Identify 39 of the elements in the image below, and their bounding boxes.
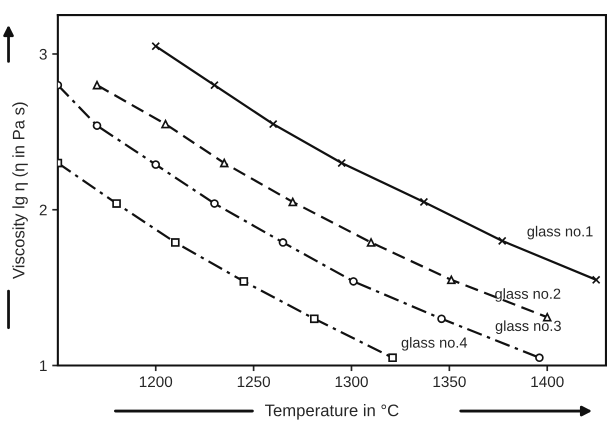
- y-tick-label: 3: [40, 48, 47, 60]
- point: [278, 238, 288, 247]
- x-tick-label: 1350: [434, 376, 466, 388]
- point: [151, 160, 160, 169]
- point: [210, 80, 219, 90]
- point: [171, 238, 180, 247]
- point: [240, 277, 248, 286]
- point: [161, 120, 170, 128]
- point: [388, 353, 397, 362]
- point: [498, 236, 507, 246]
- y-axis-title: Viscosity lg η (η in Pa s): [12, 102, 28, 279]
- point: [288, 198, 298, 206]
- x-tick-label: 1300: [336, 376, 368, 388]
- point: [151, 42, 160, 51]
- y-tick-label: 2: [40, 204, 47, 216]
- point: [310, 314, 319, 324]
- point: [92, 80, 102, 90]
- point: [220, 158, 229, 168]
- series-label: glass no.2: [495, 288, 560, 302]
- point: [268, 120, 278, 128]
- point: [447, 276, 456, 284]
- x-tick-label: 1400: [531, 376, 564, 388]
- x-tick-label: 1200: [140, 376, 172, 388]
- point: [535, 353, 544, 362]
- x-axis-title: Temperature in °C: [265, 404, 399, 420]
- series-label: glass no.3: [496, 320, 561, 334]
- point: [437, 314, 446, 324]
- series-label: glass no.4: [402, 337, 468, 351]
- x-tick-label: 1250: [238, 376, 270, 388]
- point: [92, 121, 102, 130]
- point: [112, 199, 121, 208]
- point: [420, 198, 428, 206]
- series-label: glass no.1: [527, 226, 593, 240]
- point: [349, 277, 358, 286]
- point: [337, 158, 346, 168]
- point: [210, 199, 219, 208]
- point: [366, 238, 376, 247]
- y-tick-label: 1: [40, 360, 47, 372]
- point: [592, 276, 600, 284]
